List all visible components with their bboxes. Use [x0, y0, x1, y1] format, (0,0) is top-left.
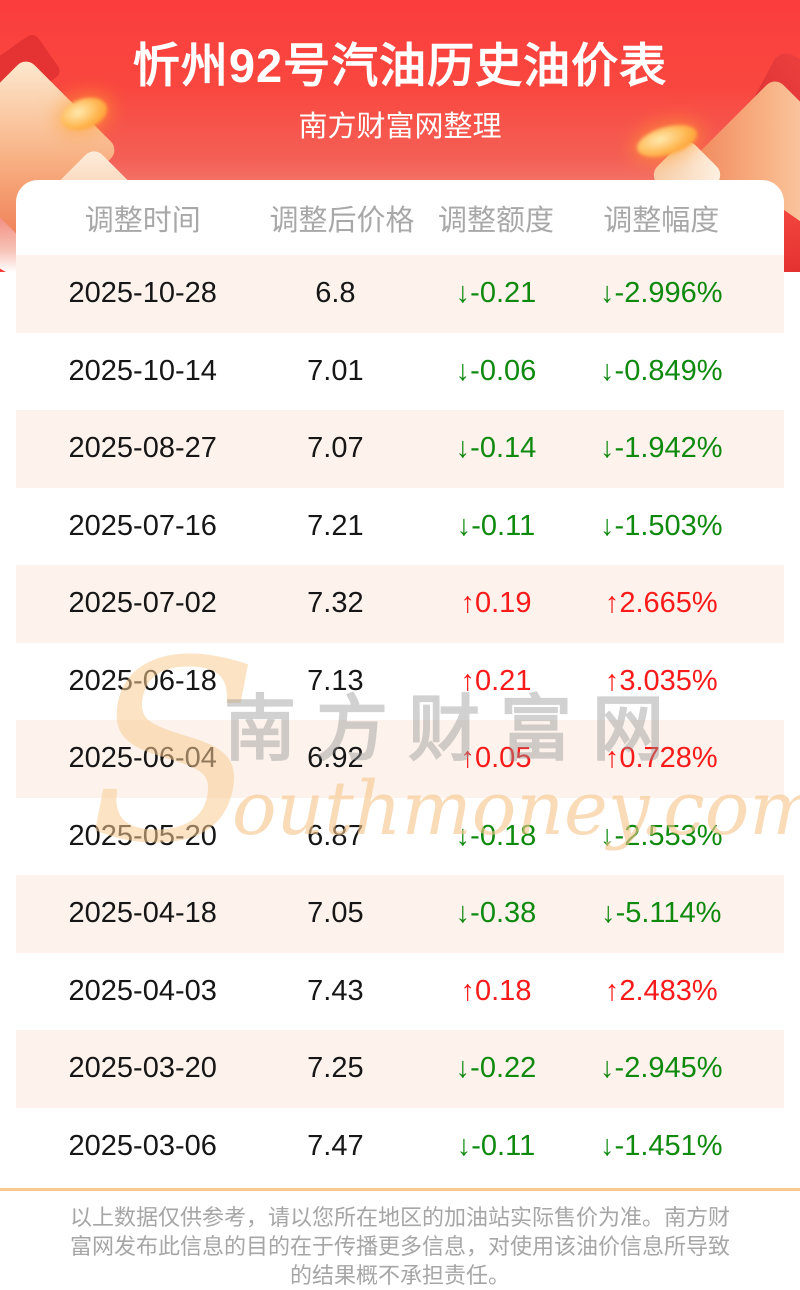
row-date: 2025-10-28	[68, 277, 217, 310]
row-change-percent: ↓-2.553%	[600, 819, 723, 852]
row-change-percent: ↓-1.451%	[600, 1129, 723, 1162]
row-date: 2025-07-16	[68, 509, 217, 542]
row-price: 7.05	[307, 897, 364, 930]
row-change-amount: ↓-0.14	[455, 432, 537, 465]
footer-disclaimer: 以上数据仅供参考，请以您所在地区的加油站实际售价为准。南方财富网发布此信息的目的…	[69, 1205, 730, 1288]
row-change-amount: ↓-0.11	[456, 1129, 536, 1162]
row-change-amount: ↓-0.22	[455, 1052, 537, 1085]
row-change-amount: ↓-0.21	[455, 277, 537, 310]
footer-divider	[0, 1188, 800, 1191]
table-row: 2025-06-18 7.13 ↑0.21 ↑3.035%	[16, 643, 784, 721]
table-row: 2025-10-14 7.01 ↓-0.06 ↓-0.849%	[16, 333, 784, 411]
table-row: 2025-04-03 7.43 ↑0.18 ↑2.483%	[16, 953, 784, 1031]
column-header-adjusted-price: 调整后价格	[269, 204, 415, 237]
row-price: 7.13	[307, 664, 364, 697]
column-header-adjust-range: 调整幅度	[603, 204, 720, 237]
page-subtitle: 南方财富网整理	[298, 111, 502, 143]
row-date: 2025-10-14	[68, 354, 217, 387]
row-price: 7.47	[307, 1129, 364, 1162]
row-date: 2025-04-18	[68, 897, 217, 930]
table-row: 2025-03-06 7.47 ↓-0.11 ↓-1.451%	[16, 1108, 784, 1186]
row-price: 7.01	[307, 354, 364, 387]
row-date: 2025-07-02	[68, 587, 217, 620]
row-price: 7.21	[307, 509, 364, 542]
table-row: 2025-07-02 7.32 ↑0.19 ↑2.665%	[16, 565, 784, 643]
page-title: 忻州92号汽油历史油价表	[132, 39, 668, 92]
row-change-amount: ↑0.18	[460, 974, 532, 1007]
row-change-amount: ↓-0.38	[455, 897, 537, 930]
row-date: 2025-04-03	[68, 974, 217, 1007]
row-price: 7.07	[307, 432, 364, 465]
row-change-amount: ↑0.21	[460, 664, 532, 697]
row-change-percent: ↑2.483%	[604, 974, 718, 1007]
table-body: 2025-10-28 6.8 ↓-0.21 ↓-2.996% 2025-10-14 7.0…	[16, 255, 784, 1185]
row-change-amount: ↓-0.06	[455, 354, 537, 387]
row-date: 2025-06-18	[68, 664, 217, 697]
row-change-percent: ↓-1.942%	[600, 432, 723, 465]
row-change-percent: ↓-5.114%	[601, 897, 722, 930]
column-header-adjust-time: 调整时间	[84, 204, 201, 237]
row-date: 2025-05-20	[68, 819, 217, 852]
row-date: 2025-06-04	[68, 742, 217, 775]
row-change-amount: ↑0.19	[460, 587, 532, 620]
row-price: 7.25	[307, 1052, 364, 1085]
row-change-percent: ↓-1.503%	[600, 509, 723, 542]
row-change-percent: ↓-2.945%	[600, 1052, 723, 1085]
row-change-percent: ↓-2.996%	[600, 277, 723, 310]
table-row: 2025-08-27 7.07 ↓-0.14 ↓-1.942%	[16, 410, 784, 488]
table-row: 2025-04-18 7.05 ↓-0.38 ↓-5.114%	[16, 875, 784, 953]
table-row: 2025-05-20 6.87 ↓-0.18 ↓-2.553%	[16, 798, 784, 876]
table-row: 2025-10-28 6.8 ↓-0.21 ↓-2.996%	[16, 255, 784, 333]
price-table-card: 调整时间 调整后价格 调整额度 调整幅度 2025-10-28 6.8 ↓-0.21…	[16, 180, 784, 1185]
row-date: 2025-08-27	[68, 432, 217, 465]
row-price: 6.92	[307, 742, 364, 775]
table-row: 2025-03-20 7.25 ↓-0.22 ↓-2.945%	[16, 1030, 784, 1108]
row-change-amount: ↑0.05	[460, 742, 532, 775]
row-price: 7.43	[307, 974, 364, 1007]
column-header-adjust-amount: 调整额度	[437, 204, 554, 237]
row-change-percent: ↑3.035%	[604, 664, 718, 697]
row-change-amount: ↓-0.11	[456, 509, 536, 542]
row-change-percent: ↑2.665%	[604, 587, 718, 620]
table-row: 2025-07-16 7.21 ↓-0.11 ↓-1.503%	[16, 488, 784, 566]
table-header-row: 调整时间 调整后价格 调整额度 调整幅度	[16, 180, 784, 255]
row-price: 6.87	[307, 819, 364, 852]
row-change-percent: ↓-0.849%	[600, 354, 723, 387]
row-price: 7.32	[307, 587, 364, 620]
row-date: 2025-03-06	[68, 1129, 217, 1162]
row-change-amount: ↓-0.18	[455, 819, 537, 852]
row-date: 2025-03-20	[68, 1052, 217, 1085]
row-price: 6.8	[315, 277, 356, 310]
row-change-percent: ↑0.728%	[604, 742, 718, 775]
table-row: 2025-06-04 6.92 ↑0.05 ↑0.728%	[16, 720, 784, 798]
